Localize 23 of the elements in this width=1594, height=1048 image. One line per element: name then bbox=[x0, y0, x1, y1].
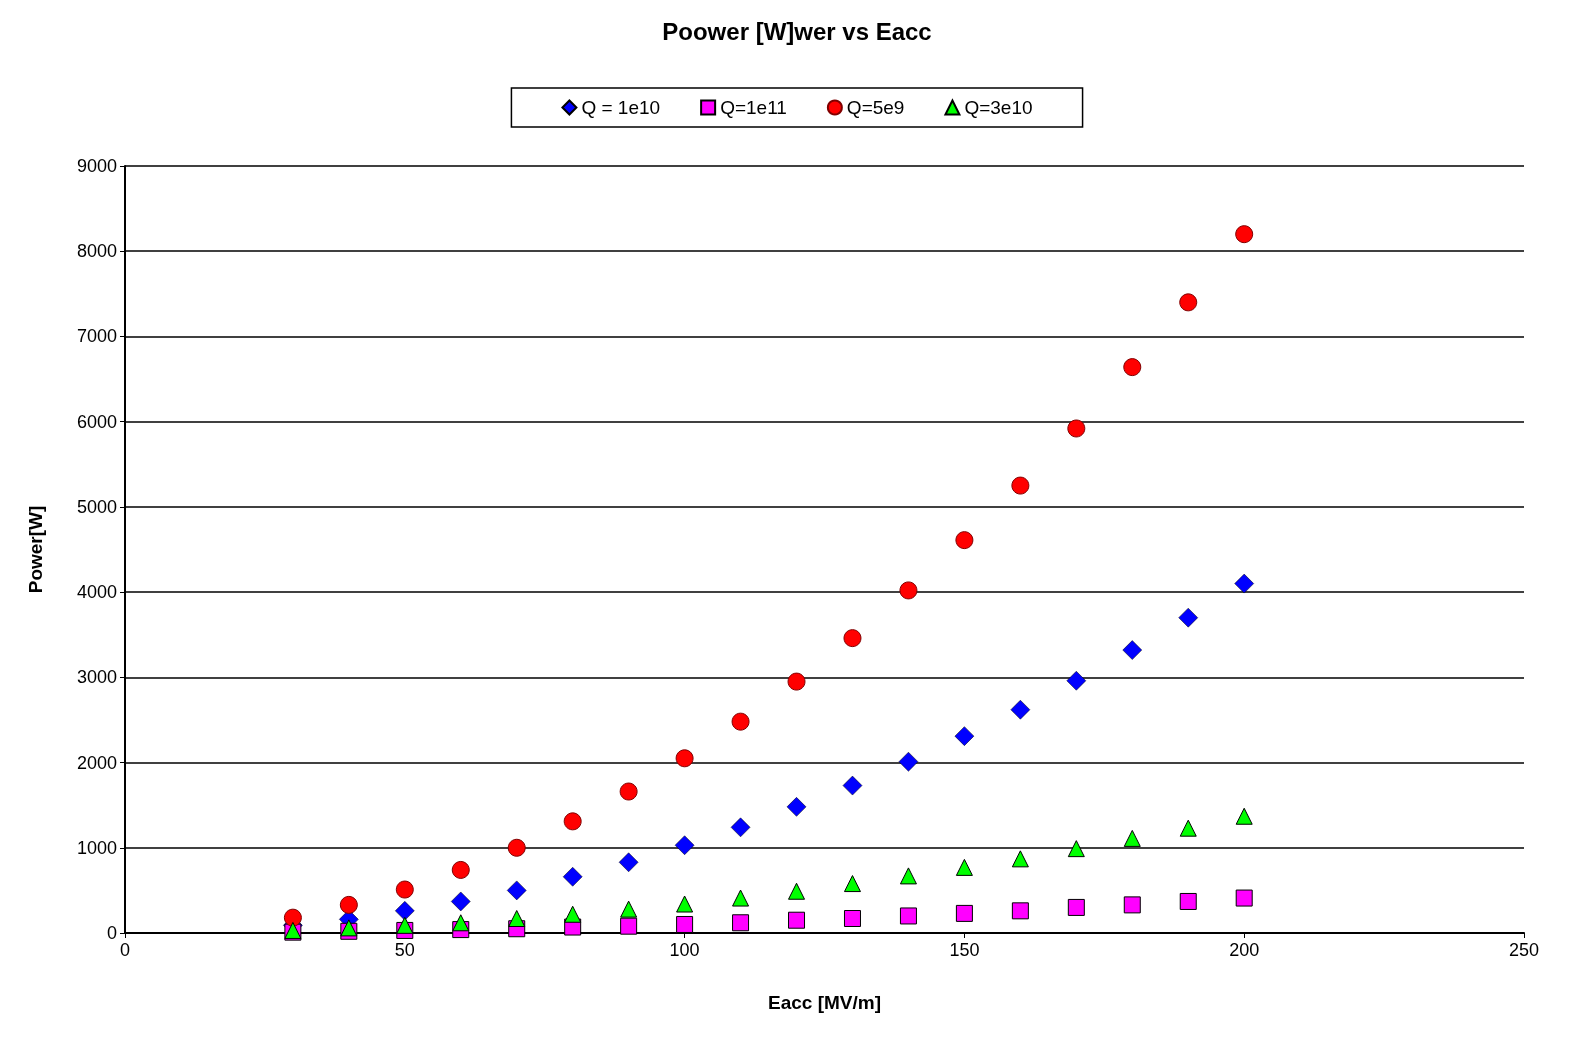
y-tick-label: 4000 bbox=[76, 582, 117, 603]
legend-label: Q=5e9 bbox=[846, 97, 905, 118]
y-tick-label: 2000 bbox=[76, 752, 117, 773]
x-tick-label: 0 bbox=[119, 940, 131, 960]
x-tick-label: 150 bbox=[949, 940, 980, 960]
chart-title: Poower [W]wer vs Eacc bbox=[662, 17, 932, 45]
y-tick-label: 8000 bbox=[76, 241, 117, 262]
y-tick-label: 7000 bbox=[76, 326, 117, 347]
y-tick-label: 6000 bbox=[76, 411, 117, 432]
y-tick-label: 0 bbox=[106, 923, 117, 943]
x-tick-label: 200 bbox=[1229, 940, 1260, 960]
x-tick-label: 100 bbox=[669, 940, 700, 960]
y-tick-label: 5000 bbox=[76, 496, 117, 517]
x-tick-label: 250 bbox=[1508, 940, 1540, 960]
legend-label: Q = 1e10 bbox=[581, 97, 661, 118]
x-axis-title: Eacc [MV/m] bbox=[768, 992, 881, 1013]
x-tick-label: 50 bbox=[394, 940, 415, 960]
y-tick-label: 9000 bbox=[76, 156, 117, 176]
legend-label: Q=1e11 bbox=[720, 97, 787, 118]
y-axis-title: Power[W] bbox=[25, 505, 46, 594]
legend-label: Q=3e10 bbox=[964, 97, 1033, 118]
y-tick-label: 3000 bbox=[76, 667, 117, 688]
y-tick-label: 1000 bbox=[76, 837, 117, 858]
